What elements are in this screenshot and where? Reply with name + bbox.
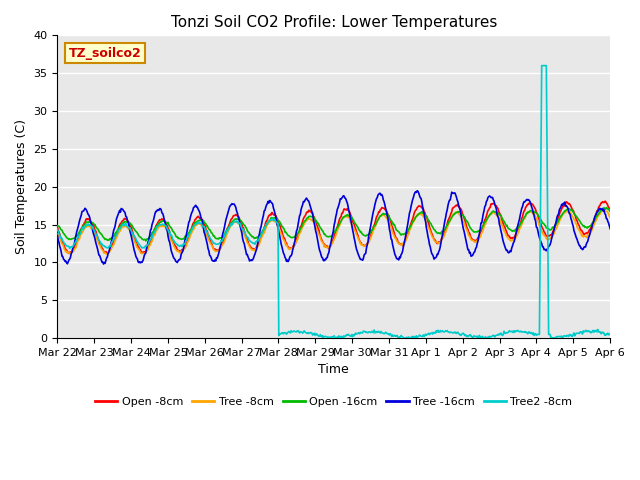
X-axis label: Time: Time bbox=[318, 363, 349, 376]
Legend: Open -8cm, Tree -8cm, Open -16cm, Tree -16cm, Tree2 -8cm: Open -8cm, Tree -8cm, Open -16cm, Tree -… bbox=[91, 392, 577, 411]
Text: TZ_soilco2: TZ_soilco2 bbox=[68, 47, 141, 60]
Title: Tonzi Soil CO2 Profile: Lower Temperatures: Tonzi Soil CO2 Profile: Lower Temperatur… bbox=[171, 15, 497, 30]
Y-axis label: Soil Temperatures (C): Soil Temperatures (C) bbox=[15, 119, 28, 254]
